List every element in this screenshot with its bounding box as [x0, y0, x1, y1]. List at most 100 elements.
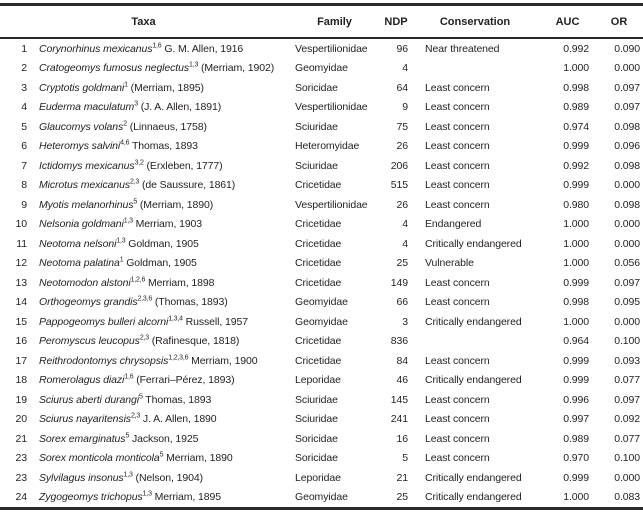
auc-cell: 0.998	[563, 81, 590, 94]
auc-cell: 1.000	[563, 237, 590, 250]
species-name: Pappogeomys bulleri alcorni	[39, 315, 169, 328]
table-row: 1 Corynorhinus mexicanus1,6 G. M. Allen, …	[0, 38, 643, 59]
row-number: 3	[21, 81, 27, 94]
taxa-cell: Sorex emarginatus5 Jackson, 1925	[39, 432, 199, 445]
conservation-cell: Least concern	[425, 432, 490, 445]
footnote-superscript: 1	[119, 256, 124, 264]
header-row: Taxa Family NDP Conservation AUC OR	[0, 4, 643, 39]
taxa-cell: Microtus mexicanus2,3 (de Saussure, 1861…	[39, 178, 236, 192]
or-cell: 0.098	[614, 120, 641, 133]
ndp-cell: 26	[396, 198, 409, 211]
row-number: 18	[15, 374, 28, 387]
conservation-cell: Near threatened	[425, 42, 500, 55]
species-name: Neotomodon alstoni	[39, 276, 131, 289]
footnote-superscript: 5	[159, 451, 164, 459]
family-cell: Cricetidae	[295, 257, 342, 270]
footnote-superscript: 1,3	[189, 61, 199, 69]
species-name: Peromyscus leucopus	[39, 335, 140, 348]
auc-cell: 0.999	[563, 140, 590, 153]
ndp-cell: 4	[402, 237, 409, 250]
family-cell: Cricetidae	[295, 218, 342, 231]
conservation-cell: Vulnerable	[425, 257, 474, 270]
row-number: 12	[15, 257, 28, 270]
family-cell: Soricidae	[295, 432, 338, 445]
conservation-cell: Least concern	[425, 81, 490, 94]
conservation-cell	[410, 332, 540, 352]
table-row: 16 Peromyscus leucopus2,3 (Rafinesque, 18…	[0, 332, 643, 352]
species-name: Reithrodontomys chrysopsis	[39, 354, 169, 367]
table-row: 18 Romerolagus diazi1,6 (Ferrari–Pérez, 1…	[0, 371, 643, 391]
taxa-cell: Reithrodontomys chrysopsis1,2,3,6 Merria…	[39, 354, 258, 367]
taxa-cell: Neotomodon alstoni1,2,6 Merriam, 1898	[39, 276, 215, 289]
ndp-cell: 21	[396, 471, 409, 484]
ndp-cell: 9	[402, 101, 409, 114]
taxa-cell: Corynorhinus mexicanus1,6 G. M. Allen, 1…	[39, 42, 244, 55]
footnote-superscript: 3	[134, 100, 138, 108]
conservation-cell: Least concern	[425, 452, 490, 465]
ndp-cell: 25	[396, 257, 409, 270]
family-cell: Cricetidae	[295, 354, 342, 367]
family-cell: Leporidae	[295, 374, 341, 387]
or-cell: 0.098	[614, 159, 641, 172]
auc-cell: 1.000	[563, 491, 590, 504]
species-name: Myotis melanorhinus	[39, 198, 134, 211]
auc-cell: 1.000	[563, 62, 590, 75]
or-cell: 0.000	[614, 218, 641, 231]
conservation-cell: Least concern	[425, 393, 490, 406]
ndp-cell: 206	[390, 159, 409, 172]
or-cell: 0.093	[614, 354, 641, 367]
family-cell: Soricidae	[295, 81, 338, 94]
auc-cell: 0.992	[563, 42, 590, 55]
auc-cell: 0.992	[563, 159, 590, 172]
ndp-cell: 46	[396, 374, 409, 387]
taxa-cell: Romerolagus diazi1,6 (Ferrari–Pérez, 189…	[39, 373, 235, 387]
species-name: Sciurus aberti durangi	[39, 393, 139, 406]
taxa-cell: Cratogeomys fumosus neglectus1,3 (Merria…	[39, 61, 275, 75]
taxa-cell: Euderma maculatum3 (J. A. Allen, 1891)	[39, 100, 222, 114]
table-row: 6 Heteromys salvini4,6 Thomas, 1893 Hetero…	[0, 137, 643, 157]
row-number: 14	[15, 296, 28, 309]
species-table: Taxa Family NDP Conservation AUC OR 1 Cor…	[0, 3, 643, 510]
ndp-cell: 4	[402, 62, 409, 75]
table-row: 5 Glaucomys volans2 (Linnaeus, 1758) Sciur…	[0, 117, 643, 137]
species-name: Neotoma palatina	[39, 257, 120, 270]
row-number: 9	[21, 198, 27, 211]
table-row: 23 Sorex monticola monticola5 Merriam, 18…	[0, 449, 643, 469]
ndp-cell: 66	[396, 296, 409, 309]
or-cell: 0.000	[614, 237, 641, 250]
ndp-cell: 3	[402, 315, 409, 328]
family-cell: Geomyidae	[295, 491, 348, 504]
footnote-superscript: 1,2,3,6	[168, 354, 189, 362]
footnote-superscript: 2,3	[130, 412, 141, 420]
auc-cell: 0.996	[563, 393, 590, 406]
conservation-cell	[410, 59, 540, 79]
conservation-cell: Least concern	[425, 159, 490, 172]
row-number: 1	[21, 42, 27, 55]
auc-cell: 0.998	[563, 296, 590, 309]
taxa-cell: Neotoma nelsoni1,3 Goldman, 1905	[39, 237, 199, 250]
table-row: 13 Neotomodon alstoni1,2,6 Merriam, 1898 C…	[0, 273, 643, 293]
ndp-cell: 5	[402, 452, 409, 465]
auc-cell: 0.999	[563, 354, 590, 367]
ndp-cell: 4	[402, 218, 409, 231]
row-number: 5	[21, 120, 27, 133]
ndp-cell: 149	[390, 276, 409, 289]
footnote-superscript: 1,2,6	[130, 276, 146, 284]
footnote-superscript: 1,6	[152, 42, 162, 50]
table-row: 10 Nelsonia goldmani1,3 Merriam, 1903 Cric…	[0, 215, 643, 235]
column-header-or: OR	[595, 4, 643, 39]
auc-cell: 0.989	[563, 101, 590, 114]
or-cell: 0.097	[614, 81, 641, 94]
ndp-cell: 96	[396, 42, 409, 55]
table-row: 19 Sciurus aberti durangi5 Thomas, 1893 Sc…	[0, 390, 643, 410]
taxa-cell: Neotoma palatina1 Goldman, 1905	[39, 256, 197, 270]
row-number: 23	[15, 471, 28, 484]
ndp-cell: 64	[396, 81, 409, 94]
conservation-cell: Critically endangered	[425, 315, 522, 328]
or-cell: 0.000	[614, 62, 641, 75]
row-number: 10	[15, 218, 28, 231]
auc-cell: 0.999	[563, 374, 590, 387]
auc-cell: 0.974	[563, 120, 590, 133]
species-name: Cratogeomys fumosus neglectus	[39, 62, 190, 75]
